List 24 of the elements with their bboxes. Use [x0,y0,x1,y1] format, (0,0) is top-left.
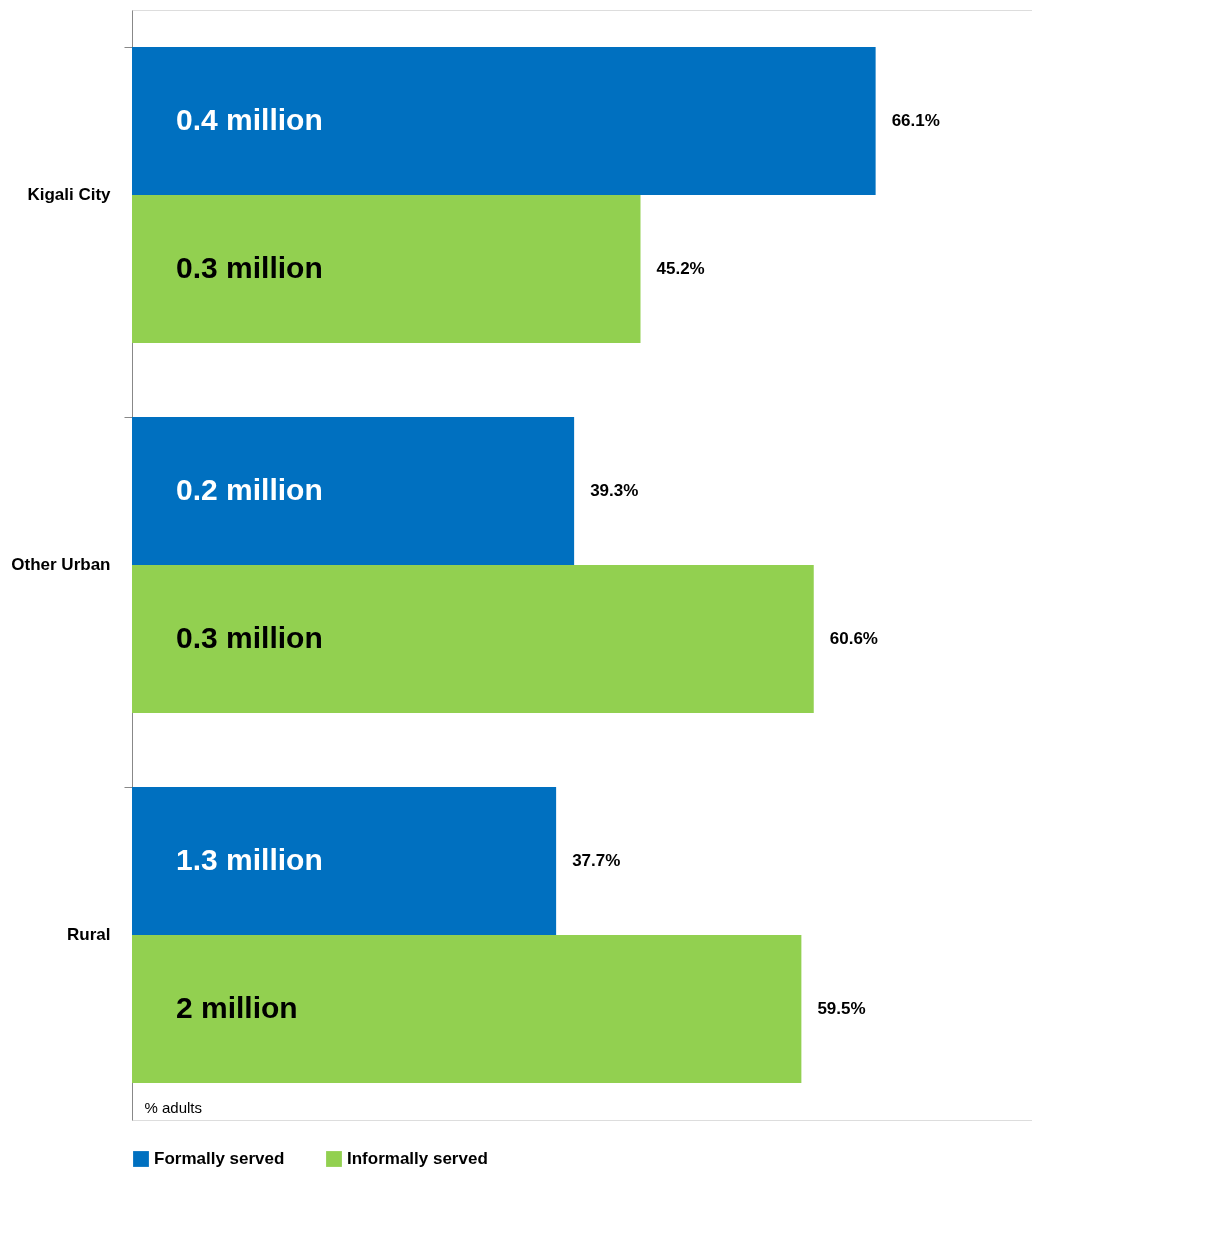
annotation: 0.3 million [176,251,323,284]
y-tick-label: Other Urban [11,555,111,574]
annotation: 0.3 million [176,621,323,654]
x-axis-title: % adults [144,1098,203,1116]
data-label: 45.2% [656,259,705,278]
bar [132,195,641,343]
y-tick-label: Kigali City [27,185,112,204]
bar [132,565,814,713]
annotation: 1.3 million [176,843,323,876]
data-label: 59.5% [817,999,866,1018]
annotation: 0.2 million [176,473,323,506]
data-label: 60.6% [829,629,878,648]
y-tick-label: Rural [67,925,111,944]
bar [132,787,557,935]
legend-label: Formally served [154,1149,285,1168]
annotation: 2 million [176,991,298,1024]
legend-label: Informally served [347,1149,488,1168]
bar [132,935,802,1083]
bar [132,47,876,195]
data-label: 39.3% [590,481,639,500]
data-label: 37.7% [572,851,621,870]
annotation: 0.4 million [176,103,323,136]
data-label: 66.1% [891,111,940,130]
bar [132,417,575,565]
